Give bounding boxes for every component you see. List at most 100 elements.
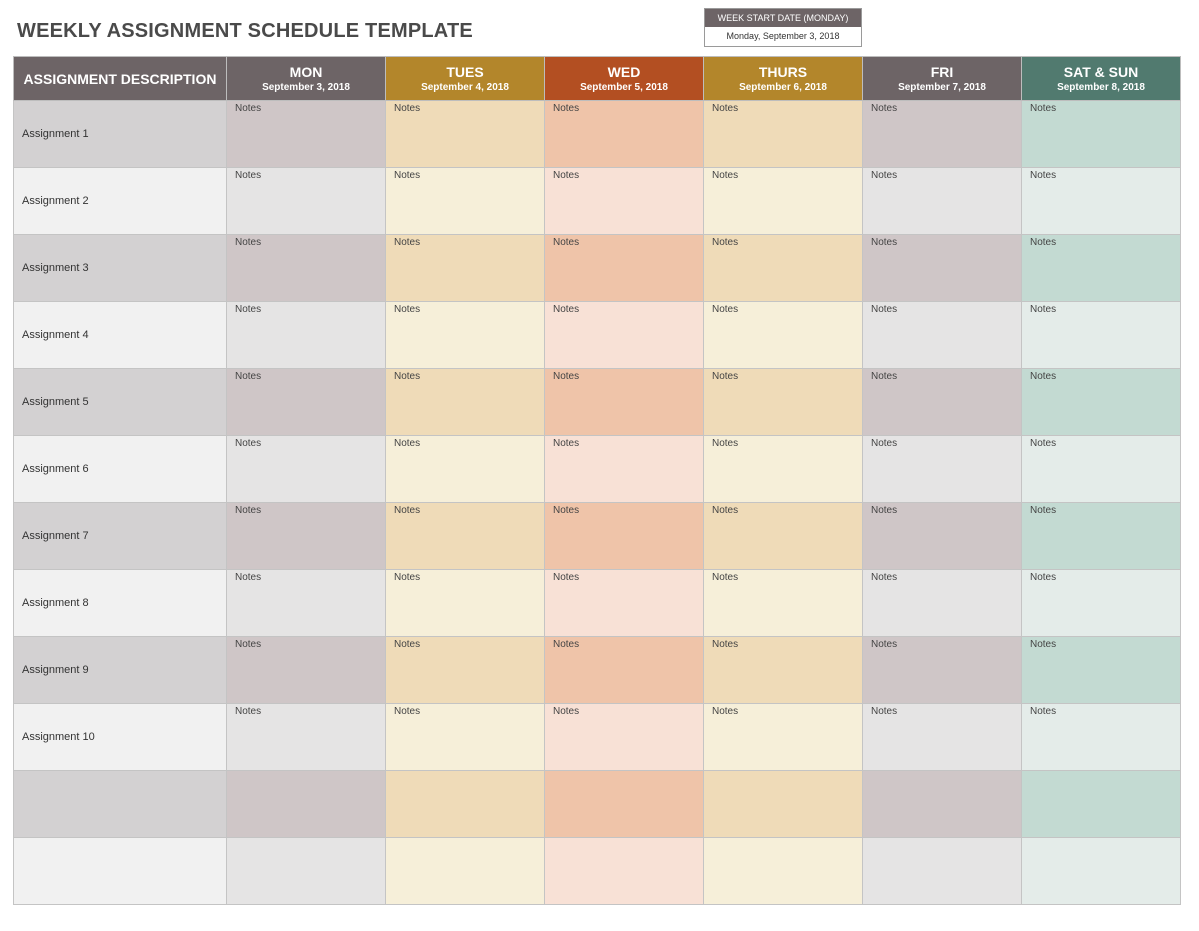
notes-cell[interactable]: Notes: [226, 636, 386, 704]
day-date: September 5, 2018: [580, 81, 668, 93]
assignment-cell[interactable]: [13, 837, 227, 905]
notes-cell[interactable]: Notes: [226, 301, 386, 369]
notes-cell[interactable]: [544, 837, 704, 905]
assignment-cell[interactable]: Assignment 3: [13, 234, 227, 302]
notes-cell[interactable]: Notes: [385, 167, 545, 235]
notes-cell[interactable]: Notes: [862, 435, 1022, 503]
schedule-table: ASSIGNMENT DESCRIPTION MON September 3, 2…: [13, 56, 1181, 905]
notes-cell[interactable]: Notes: [226, 502, 386, 570]
notes-cell[interactable]: Notes: [544, 368, 704, 436]
notes-cell[interactable]: Notes: [544, 167, 704, 235]
notes-cell[interactable]: Notes: [862, 502, 1022, 570]
notes-cell[interactable]: Notes: [385, 502, 545, 570]
notes-cell[interactable]: Notes: [385, 368, 545, 436]
notes-cell[interactable]: Notes: [226, 569, 386, 637]
notes-cell[interactable]: Notes: [544, 301, 704, 369]
notes-cell[interactable]: Notes: [544, 435, 704, 503]
assignment-cell[interactable]: Assignment 4: [13, 301, 227, 369]
notes-cell[interactable]: [862, 837, 1022, 905]
notes-cell[interactable]: Notes: [544, 502, 704, 570]
table-row: Assignment 1 Notes Notes Notes Notes Notes Not…: [13, 100, 1181, 168]
notes-cell[interactable]: Notes: [1021, 301, 1181, 369]
schedule-body: Assignment 1 Notes Notes Notes Notes Notes Not…: [13, 100, 1181, 905]
assignment-cell[interactable]: Assignment 7: [13, 502, 227, 570]
notes-cell[interactable]: Notes: [862, 100, 1022, 168]
notes-cell[interactable]: Notes: [703, 167, 863, 235]
notes-cell[interactable]: [226, 837, 386, 905]
notes-cell[interactable]: Notes: [226, 100, 386, 168]
notes-cell[interactable]: Notes: [544, 569, 704, 637]
notes-cell[interactable]: Notes: [226, 368, 386, 436]
notes-cell[interactable]: [385, 837, 545, 905]
assignment-cell[interactable]: Assignment 2: [13, 167, 227, 235]
notes-cell[interactable]: Notes: [703, 636, 863, 704]
table-row: Assignment 4 Notes Notes Notes Notes Notes Not…: [13, 301, 1181, 369]
notes-cell[interactable]: [703, 770, 863, 838]
notes-cell[interactable]: Notes: [385, 435, 545, 503]
notes-cell[interactable]: Notes: [226, 435, 386, 503]
notes-cell[interactable]: Notes: [862, 368, 1022, 436]
notes-cell[interactable]: Notes: [703, 502, 863, 570]
week-start-date-box: WEEK START DATE (MONDAY) Monday, Septemb…: [704, 8, 862, 47]
assignment-cell[interactable]: Assignment 1: [13, 100, 227, 168]
day-name: MON: [289, 63, 323, 80]
notes-cell[interactable]: Notes: [862, 569, 1022, 637]
notes-cell[interactable]: Notes: [1021, 167, 1181, 235]
table-row: Assignment 9 Notes Notes Notes Notes Notes Not…: [13, 636, 1181, 704]
notes-cell[interactable]: [862, 770, 1022, 838]
notes-cell[interactable]: Notes: [1021, 636, 1181, 704]
notes-cell[interactable]: Notes: [1021, 435, 1181, 503]
notes-cell[interactable]: Notes: [1021, 368, 1181, 436]
assignment-cell[interactable]: Assignment 9: [13, 636, 227, 704]
notes-cell[interactable]: Notes: [544, 703, 704, 771]
notes-cell[interactable]: Notes: [703, 435, 863, 503]
notes-cell[interactable]: Notes: [862, 167, 1022, 235]
notes-cell[interactable]: Notes: [544, 636, 704, 704]
notes-cell[interactable]: [703, 837, 863, 905]
notes-cell[interactable]: Notes: [544, 234, 704, 302]
notes-cell[interactable]: Notes: [703, 234, 863, 302]
notes-cell[interactable]: [1021, 837, 1181, 905]
notes-cell[interactable]: Notes: [862, 703, 1022, 771]
table-row: [13, 837, 1181, 905]
assignment-cell[interactable]: Assignment 10: [13, 703, 227, 771]
notes-cell[interactable]: [1021, 770, 1181, 838]
notes-cell[interactable]: Notes: [862, 234, 1022, 302]
assignment-cell[interactable]: Assignment 8: [13, 569, 227, 637]
notes-cell[interactable]: Notes: [385, 703, 545, 771]
day-name: THURS: [758, 63, 808, 80]
notes-cell[interactable]: Notes: [1021, 703, 1181, 771]
week-start-date-field[interactable]: Monday, September 3, 2018: [705, 27, 861, 46]
notes-cell[interactable]: Notes: [703, 703, 863, 771]
notes-cell[interactable]: Notes: [703, 368, 863, 436]
notes-cell[interactable]: Notes: [1021, 569, 1181, 637]
notes-cell[interactable]: [385, 770, 545, 838]
notes-cell[interactable]: Notes: [385, 636, 545, 704]
notes-cell[interactable]: Notes: [862, 636, 1022, 704]
notes-cell[interactable]: Notes: [226, 167, 386, 235]
notes-cell[interactable]: Notes: [1021, 100, 1181, 168]
table-row: Assignment 2 Notes Notes Notes Notes Notes Not…: [13, 167, 1181, 235]
notes-cell[interactable]: Notes: [1021, 234, 1181, 302]
notes-cell[interactable]: Notes: [544, 100, 704, 168]
notes-cell[interactable]: Notes: [385, 100, 545, 168]
notes-cell[interactable]: Notes: [226, 234, 386, 302]
assignment-cell[interactable]: Assignment 5: [13, 368, 227, 436]
assignment-cell[interactable]: Assignment 6: [13, 435, 227, 503]
notes-cell[interactable]: [544, 770, 704, 838]
notes-cell[interactable]: Notes: [703, 301, 863, 369]
day-name: SAT & SUN: [1063, 63, 1139, 80]
day-date: September 8, 2018: [1057, 81, 1145, 93]
assignment-cell[interactable]: [13, 770, 227, 838]
notes-cell[interactable]: Notes: [1021, 502, 1181, 570]
notes-cell[interactable]: Notes: [703, 569, 863, 637]
notes-cell[interactable]: Notes: [385, 569, 545, 637]
notes-cell[interactable]: Notes: [862, 301, 1022, 369]
header-row: ASSIGNMENT DESCRIPTION MON September 3, 2…: [13, 56, 1181, 101]
notes-cell[interactable]: Notes: [703, 100, 863, 168]
day-date: September 3, 2018: [262, 81, 350, 93]
notes-cell[interactable]: Notes: [385, 234, 545, 302]
notes-cell[interactable]: Notes: [385, 301, 545, 369]
notes-cell[interactable]: Notes: [226, 703, 386, 771]
notes-cell[interactable]: [226, 770, 386, 838]
